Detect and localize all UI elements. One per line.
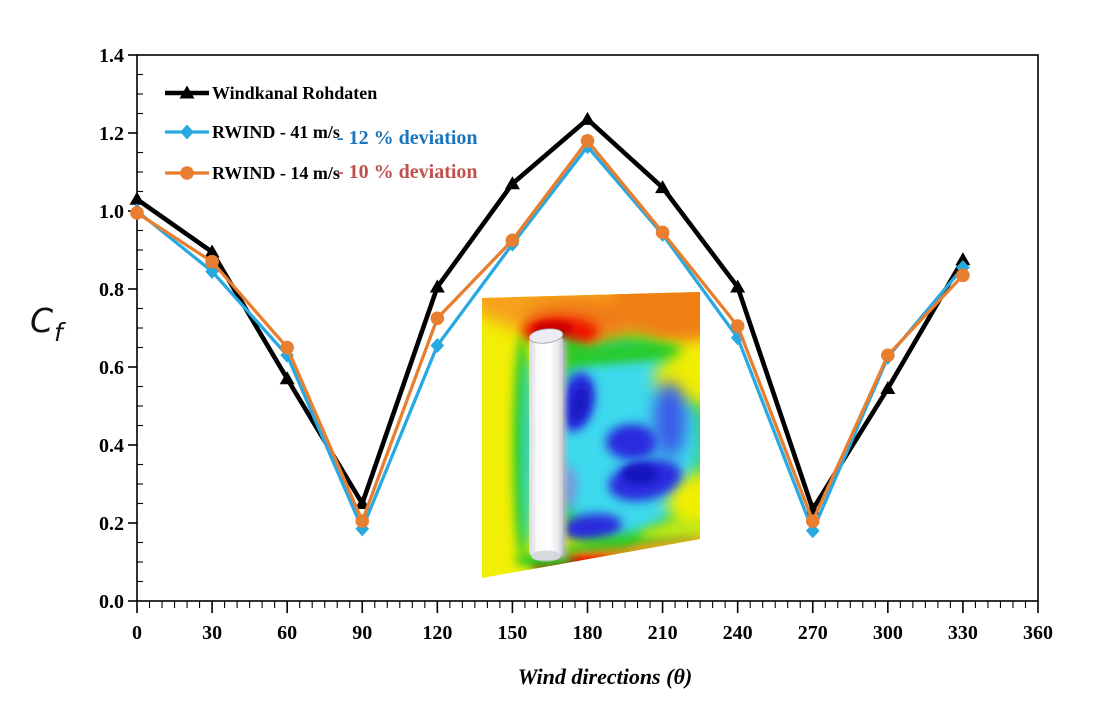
x-tick-label: 90 [352,622,372,644]
data-point-marker [205,263,219,279]
y-axis-title-sub: f [54,318,63,347]
deviation-note-rwind-41: - 12 % deviation [337,127,478,149]
y-tick-label: 0.6 [99,357,124,379]
legend-item-rwind-14: RWIND - 14 m/s [163,163,340,183]
series-line-0 [134,116,966,515]
y-tick-label: 0.4 [99,435,124,457]
data-point-marker [505,233,520,248]
data-point-marker [354,496,370,509]
data-point-marker [655,180,671,194]
x-tick-label: 300 [873,622,903,644]
series-line-2 [135,138,965,526]
data-point-marker [580,134,595,148]
data-point-marker [504,176,520,190]
data-point-marker [429,279,445,293]
series-2 [130,134,970,528]
data-point-marker [130,206,144,220]
y-axis-title-main: C [30,301,54,340]
data-point-marker [881,348,895,363]
data-point-marker [805,523,820,539]
legend-sample-rwind-14 [165,166,209,180]
y-axis-title: Cf [30,301,63,347]
data-point-marker [880,380,896,394]
data-point-marker [955,252,971,266]
y-tick-label: 0.8 [99,279,124,301]
data-point-marker [279,371,295,385]
data-point-marker [655,225,670,240]
data-point-marker [956,268,970,283]
x-tick-label: 330 [948,622,978,644]
data-point-marker [204,244,220,258]
legend-label-rwind-41: RWIND - 41 m/s [212,121,340,142]
legend-marker [179,85,195,99]
data-point-marker [430,311,445,326]
x-tick-label: 60 [277,622,297,644]
series-line-1 [135,144,965,536]
data-point-marker [129,191,145,205]
x-tick-label: 270 [798,622,828,644]
y-tick-label: 1.2 [99,123,124,145]
data-point-marker [730,279,746,293]
data-point-marker [280,340,294,355]
cfd-flow-field [482,292,700,578]
legend-sample-rwind-41 [165,124,209,140]
x-tick-label: 360 [1023,622,1053,644]
legend-label-windkanal: Windkanal Rohdaten [212,82,378,103]
cfd-inset-image [482,292,700,578]
x-tick-label: 240 [723,622,753,644]
x-tick-label: 180 [573,622,603,644]
data-point-marker [580,111,595,125]
legend-item-rwind-41: RWIND - 41 m/s [163,122,340,142]
x-tick-label: 210 [648,622,678,644]
x-axis-title: Wind directions (θ) [517,664,693,689]
legend-marker [180,166,194,180]
deviation-note-rwind-14: - 10 % deviation [337,161,478,183]
y-tick-label: 0.2 [99,513,124,535]
data-point-marker [205,254,219,269]
data-point-marker [430,338,445,354]
x-tick-label: 0 [132,622,142,644]
building-model [528,328,566,562]
x-tick-label: 30 [202,622,222,644]
data-point-marker [355,514,370,528]
y-tick-label: 1.0 [99,201,124,223]
y-tick-label: 1.4 [99,45,124,67]
x-tick-label: 120 [422,622,452,644]
data-point-marker [730,319,745,333]
data-point-marker [805,514,820,528]
x-tick-label: 150 [497,622,527,644]
legend-marker [180,124,194,140]
legend-item-windkanal: Windkanal Rohdaten [163,83,377,103]
legend-label-rwind-14: RWIND - 14 m/s [212,162,340,183]
y-tick-label: 0.0 [99,591,124,613]
legend-sample-windkanal [165,85,209,99]
